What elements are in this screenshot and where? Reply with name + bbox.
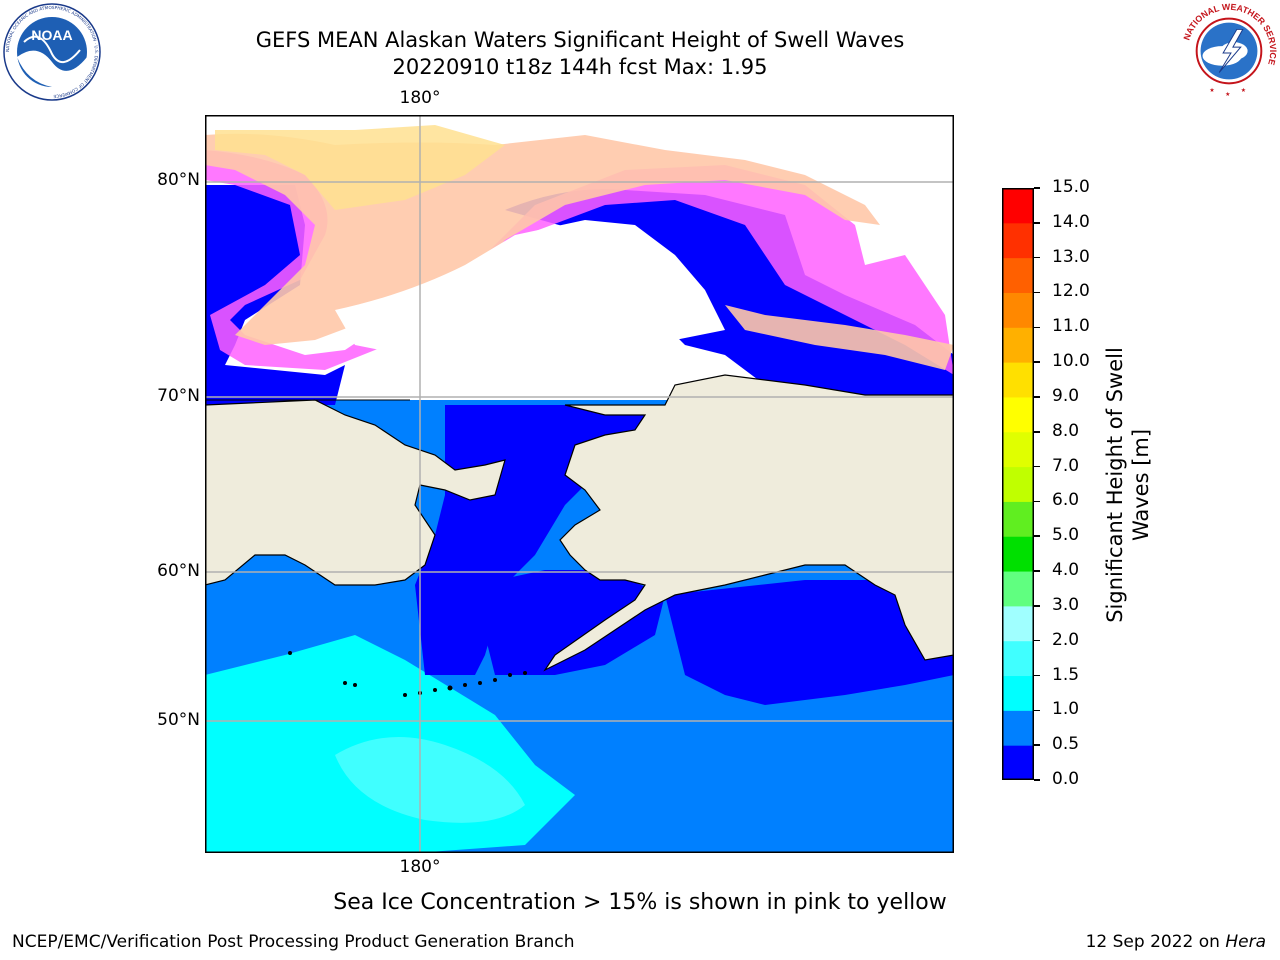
colorbar-tick-label: 3.0: [1052, 594, 1080, 615]
colorbar-tick-label: 12.0: [1052, 281, 1090, 302]
colorbar: [1002, 188, 1034, 780]
colorbar-bin: [1002, 536, 1034, 572]
lat-label-60: 60°N: [157, 561, 200, 581]
colorbar-tick-mark: [1034, 744, 1040, 746]
ice-interior-white: [335, 220, 725, 365]
colorbar-tick-label: 13.0: [1052, 246, 1090, 267]
sea-ice-note: Sea Ice Concentration > 15% is shown in …: [333, 890, 947, 915]
colorbar-tick-label: 0.0: [1052, 769, 1080, 789]
colorbar-bin: [1002, 501, 1034, 537]
colorbar-tick-label: 5.0: [1052, 525, 1080, 546]
lat-label-70: 70°N: [157, 386, 200, 406]
colorbar-tick-mark: [1034, 187, 1040, 189]
colorbar-tick-mark: [1034, 674, 1040, 677]
colorbar-tick-mark: [1034, 291, 1040, 294]
sea-ice-east-band: [725, 305, 954, 370]
colorbar-bin: [1002, 257, 1034, 293]
ocean-15-20: [335, 737, 525, 823]
nws-star-icon: ★: [1225, 91, 1230, 98]
lon-label-bottom: 180°: [399, 857, 441, 877]
footer-host: Hera: [1225, 932, 1266, 952]
colorbar-tick-mark: [1034, 431, 1040, 433]
colorbar-tick-mark: [1034, 570, 1040, 572]
lat-label-50: 50°N: [157, 710, 200, 730]
colorbar-tick-mark: [1034, 256, 1040, 259]
colorbar-bin: [1002, 605, 1034, 642]
noaa-logo-text: NOAA: [31, 27, 72, 43]
colorbar-tick-mark: [1034, 639, 1040, 642]
colorbar-tick-mark: [1034, 605, 1040, 607]
colorbar-bin: [1002, 466, 1034, 502]
footer-date: 12 Sep 2022 on: [1085, 932, 1226, 952]
colorbar-bin: [1002, 222, 1034, 259]
colorbar-tick-mark: [1034, 326, 1040, 329]
lat-label-80: 80°N: [157, 170, 200, 190]
colorbar-tick-mark: [1034, 779, 1040, 781]
colorbar-tick-label: 14.0: [1052, 211, 1090, 232]
footer-timestamp: 12 Sep 2022 on Hera: [1086, 932, 1266, 952]
map-border: [205, 115, 954, 853]
colorbar-tick-mark: [1034, 500, 1040, 503]
arctic-coast-line: [205, 399, 410, 405]
colorbar-tick-mark: [1034, 396, 1040, 398]
colorbar-tick-mark: [1034, 709, 1040, 712]
footer-credit: NCEP/EMC/Verification Post Processing Pr…: [12, 932, 575, 952]
colorbar-tick-mark: [1034, 535, 1040, 537]
colorbar-bin: [1002, 640, 1034, 677]
colorbar-border: [1002, 188, 1034, 780]
colorbar-tick-label: 7.0: [1052, 455, 1080, 476]
lon-label-top: 180°: [399, 88, 441, 108]
colorbar-tick-label: 11.0: [1052, 316, 1090, 337]
sea-ice-pink-band: [205, 150, 954, 375]
nws-star-icon: ★: [1241, 87, 1246, 94]
colorbar-tick-mark: [1034, 465, 1040, 468]
colorbar-tick-label: 8.0: [1052, 420, 1080, 441]
colorbar-bin: [1002, 571, 1034, 607]
colorbar-tick-label: 1.0: [1052, 699, 1080, 720]
sea-ice-yellow-patch: [215, 125, 505, 210]
colorbar-bin: [1002, 396, 1034, 433]
colorbar-tick-label: 9.0: [1052, 385, 1080, 406]
colorbar-tick-label: 2.0: [1052, 629, 1080, 650]
colorbar-bin: [1002, 745, 1034, 780]
noaa-logo-icon: NOAA NATIONAL OCEANIC AND ATMOSPHERIC AD…: [3, 3, 101, 101]
graticule: [205, 115, 954, 853]
map-subtitle: 20220910 t18z 144h fcst Max: 1.95: [392, 55, 768, 79]
swell-height-map: [205, 115, 954, 853]
aleutian-islands: [288, 651, 527, 697]
alaska-land: [543, 374, 954, 672]
colorbar-tick-label: 6.0: [1052, 490, 1080, 511]
colorbar-tick-mark: [1034, 361, 1040, 363]
nws-star-icon: ★: [1209, 87, 1214, 94]
colorbar-bin: [1002, 188, 1034, 224]
colorbar-bin: [1002, 362, 1034, 398]
colorbar-tick-mark: [1034, 222, 1040, 224]
colorbar-bin: [1002, 292, 1034, 328]
colorbar-bin: [1002, 431, 1034, 468]
colorbar-tick-label: 0.5: [1052, 734, 1080, 755]
colorbar-bin: [1002, 675, 1034, 711]
map-title: GEFS MEAN Alaskan Waters Significant Hei…: [255, 28, 905, 52]
colorbar-tick-label: 15.0: [1052, 177, 1090, 197]
gulf-of-alaska-water: [665, 580, 954, 705]
colorbar-bin: [1002, 327, 1034, 363]
bering-sea-water: [475, 570, 665, 675]
colorbar-bin: [1002, 710, 1034, 746]
colorbar-tick-label: 4.0: [1052, 560, 1080, 581]
colorbar-tick-label: 10.0: [1052, 351, 1090, 372]
colorbar-tick-label: 1.5: [1052, 664, 1080, 685]
nws-logo-icon: NATIONAL WEATHER SERVICE ★ ★ ★: [1181, 2, 1278, 98]
